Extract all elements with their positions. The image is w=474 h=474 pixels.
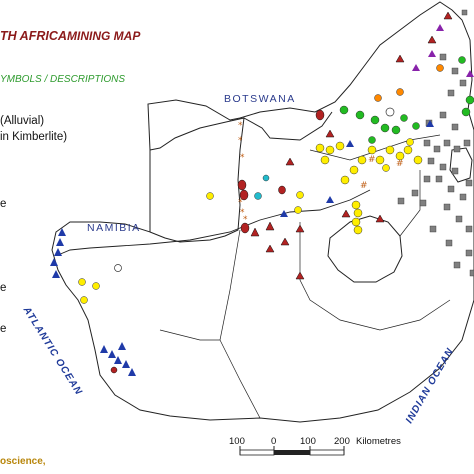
orange-symbols <box>374 64 444 102</box>
legend-item-alluvial: (Alluvial) <box>0 115 45 127</box>
legend-fragment-2: e <box>0 282 7 294</box>
namibia-border <box>149 117 245 243</box>
blue-triangle-symbols <box>50 120 434 376</box>
white-outline-symbols <box>114 107 395 272</box>
source-credit: oscience, <box>0 456 46 467</box>
legend-heading: YMBOLS / DESCRIPTIONS <box>0 74 126 85</box>
scale-tick-100: 100 <box>300 436 316 447</box>
green-symbols <box>339 56 474 144</box>
orange-river <box>57 189 371 256</box>
svg-text:*: * <box>240 153 245 163</box>
legend-fragment-3: e <box>0 323 7 335</box>
svg-text:*: * <box>238 121 243 131</box>
alluvial-star-symbols: * * * * * * # # # <box>238 121 404 225</box>
map-title-part1: TH AFRICA <box>0 29 67 43</box>
scale-tick-100-left: 100 <box>229 436 245 447</box>
lesotho-border <box>327 215 403 283</box>
scale-unit: Kilometres <box>356 436 401 447</box>
swaziland-border <box>449 147 473 183</box>
legend-fragment-1: e <box>0 198 7 210</box>
south-africa-border <box>51 1 474 423</box>
label-namibia: NAMIBIA <box>87 222 141 234</box>
label-botswana: BOTSWANA <box>224 93 296 105</box>
scale-tick-200: 200 <box>334 436 350 447</box>
scale-bar <box>239 446 345 456</box>
svg-text:#: # <box>368 155 376 165</box>
svg-text:*: * <box>238 136 243 146</box>
purple-triangle-symbols <box>412 24 474 77</box>
svg-text:*: * <box>243 215 248 225</box>
province-lines <box>159 134 451 419</box>
svg-text:*: * <box>238 198 243 208</box>
cyan-symbols <box>254 174 270 200</box>
legend-item-kimberlite: in Kimberlite) <box>0 131 68 143</box>
svg-text:*: * <box>240 208 245 218</box>
svg-text:#: # <box>396 159 404 169</box>
red-diamond-symbols <box>110 11 453 374</box>
yellow-gold-symbols <box>78 138 423 304</box>
svg-text:#: # <box>360 181 368 191</box>
scale-tick-0: 0 <box>271 436 277 447</box>
map-title-part2: MINING MAP <box>67 29 141 43</box>
grey-square-symbols <box>397 9 474 277</box>
